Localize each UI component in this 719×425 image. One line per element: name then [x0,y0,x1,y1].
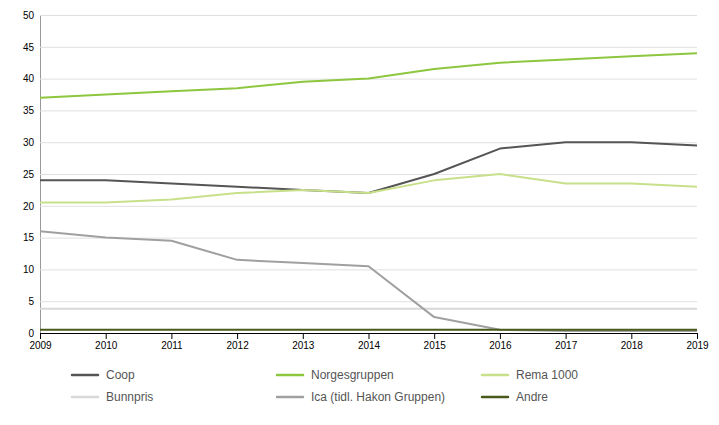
x-tick: 2012 [226,333,249,351]
x-tick: 2019 [686,333,709,351]
chart: 0 5 10 15 20 25 30 35 40 45 50 2009 2010 2011 2012 2013… [0,0,719,425]
x-tick-label: 2013 [292,340,315,351]
y-tick-label: 20 [23,201,35,212]
tick-mark [500,333,501,339]
series-group [40,53,697,331]
legend-label: Rema 1000 [516,368,578,382]
legend-swatch [482,396,508,399]
tick-mark [106,333,107,339]
series-line [40,231,697,331]
tick-mark [40,333,41,339]
legend-item: Coop [72,368,135,382]
legend-swatch [482,374,508,377]
legend-swatch [277,374,303,377]
legend-swatch [72,396,98,399]
y-tick: 35 [23,105,697,116]
x-tick-label: 2014 [358,340,381,351]
legend-item: Andre [482,390,548,404]
x-tick-label: 2016 [489,340,512,351]
plot-area: 0 5 10 15 20 25 30 35 40 45 50 2009 2010 2011 2012 2013… [23,10,709,351]
grid-line [40,15,697,16]
x-tick: 2014 [358,333,381,351]
y-tick: 50 [23,10,697,21]
y-tick-label: 5 [28,296,34,307]
series-line [40,142,697,193]
y-tick-label: 25 [23,169,35,180]
legend-label: Norgesgruppen [311,368,394,382]
grid-line [40,301,697,302]
y-tick-label: 30 [23,137,35,148]
y-tick-label: 45 [23,42,35,53]
series-line [40,174,697,203]
legend-item: Norgesgruppen [277,368,394,382]
legend-item: Ica (tidl. Hakon Gruppen) [277,390,445,404]
tick-mark [566,333,567,339]
x-tick: 2015 [424,333,447,351]
x-tick-label: 2011 [161,340,183,351]
tick-mark [171,333,172,339]
grid-line [40,174,697,175]
x-tick-label: 2009 [29,340,52,351]
y-tick-label: 0 [28,328,34,339]
legend-item: Rema 1000 [482,368,578,382]
x-axis: 2009 2010 2011 2012 2013 2014 2015 2016 2017 2018… [29,333,709,351]
tick-mark [434,333,435,339]
grid-line [40,269,697,270]
tick-mark [237,333,238,339]
y-tick-label: 50 [23,10,35,21]
x-tick: 2016 [489,333,512,351]
y-axis: 0 5 10 15 20 25 30 35 40 45 50 [23,10,697,339]
tick-mark [697,333,698,339]
x-tick-label: 2010 [95,340,118,351]
tick-mark [631,333,632,339]
tick-mark [303,333,304,339]
legend-label: Bunnpris [106,390,153,404]
y-tick: 0 [28,328,697,339]
legend-label: Andre [516,390,548,404]
series-line [40,329,697,331]
x-tick-label: 2018 [621,340,644,351]
x-tick: 2018 [621,333,644,351]
legend-swatch [72,374,98,377]
grid-line [40,47,697,48]
x-tick: 2009 [29,333,52,351]
tick-mark [369,333,370,339]
legend-label: Ica (tidl. Hakon Gruppen) [311,390,445,404]
x-tick: 2010 [95,333,118,351]
series-line [40,53,697,98]
x-tick: 2013 [292,333,315,351]
series-line [40,308,697,310]
x-tick: 2011 [161,333,183,351]
y-tick-label: 40 [23,73,35,84]
grid-line [40,110,697,111]
y-tick-label: 35 [23,105,35,116]
y-tick: 5 [28,296,697,307]
x-tick: 2017 [555,333,578,351]
x-tick-label: 2019 [686,340,709,351]
y-tick-label: 10 [23,264,35,275]
x-tick-label: 2012 [226,340,249,351]
y-tick-label: 15 [23,232,35,243]
x-tick-label: 2017 [555,340,578,351]
y-tick: 45 [23,42,697,53]
legend: Coop Norgesgruppen Rema 1000 Bunnpris Ica (t… [72,368,578,404]
legend-label: Coop [106,368,135,382]
legend-item: Bunnpris [72,390,153,404]
grid-line [40,206,697,207]
x-tick-label: 2015 [424,340,447,351]
legend-swatch [277,396,303,399]
y-tick: 25 [23,169,697,180]
